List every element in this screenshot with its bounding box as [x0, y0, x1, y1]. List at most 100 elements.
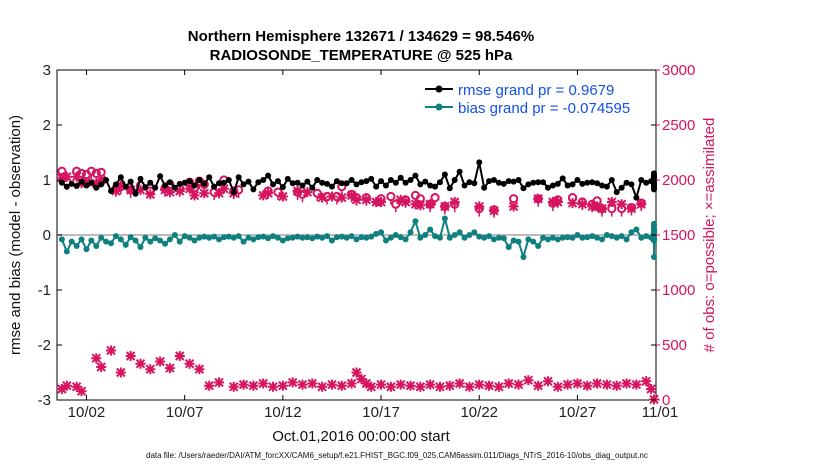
bias-series-point — [451, 232, 458, 238]
obs-sparse-marker — [174, 351, 185, 361]
rmse-series-point — [559, 175, 566, 182]
obs-sparse-marker — [336, 380, 347, 391]
rmse-series-point — [260, 177, 267, 183]
obs-assimilated-marker — [258, 190, 269, 201]
obs-sparse-marker — [268, 381, 279, 392]
bias-series-point — [608, 233, 615, 240]
rmse-series-point — [108, 188, 115, 194]
bias-series-point — [436, 234, 443, 241]
obs-sparse-marker — [184, 358, 195, 369]
bias-series-point — [530, 238, 537, 245]
y-right-tick-label: 500 — [662, 337, 687, 354]
rmse-series-point — [127, 178, 134, 185]
x-tick-label: 10/22 — [460, 404, 498, 421]
rmse-series-point — [147, 179, 154, 186]
bias-series-point — [651, 235, 657, 242]
obs-sparse-marker — [562, 379, 573, 390]
bias-series-point — [392, 232, 399, 238]
obs-sparse-marker — [493, 381, 504, 392]
bias-series-point — [152, 235, 159, 242]
bias-series-point — [515, 238, 522, 245]
rmse-series-point — [471, 180, 478, 187]
bias-series-point — [427, 226, 434, 233]
rmse-series-point — [176, 180, 183, 187]
rmse-series-point — [476, 159, 483, 166]
bias-series-point — [549, 234, 556, 241]
bias-series-point — [162, 240, 169, 247]
rmse-series-point — [230, 189, 237, 196]
bias-series-point — [176, 238, 183, 245]
y-tick-label: 1 — [43, 172, 51, 189]
obs-assimilated-marker — [91, 178, 102, 189]
bias-series-point — [117, 236, 124, 243]
rmse-series-point — [392, 179, 399, 186]
obs-sparse-marker — [395, 379, 406, 390]
obs-sparse-marker — [631, 379, 642, 390]
rmse-series-point — [191, 182, 198, 189]
bias-series-point — [651, 221, 657, 227]
y-right-tick-label: 1000 — [662, 282, 695, 299]
obs-sparse-marker — [96, 362, 107, 372]
rmse-series-point — [613, 189, 620, 196]
obs-assimilated-marker — [376, 197, 387, 207]
rmse-series-point — [132, 190, 139, 197]
obs-assimilated-marker — [636, 199, 647, 210]
y-tick-label: 3 — [43, 62, 51, 79]
bias-series-point — [363, 234, 370, 241]
obs-sparse-marker — [76, 386, 87, 397]
obs-sparse-marker — [106, 345, 117, 356]
rmse-series-point — [299, 182, 306, 189]
bias-series-point — [500, 235, 507, 242]
bias-series-point — [520, 254, 527, 260]
bias-series-point — [108, 240, 115, 247]
rmse-series-point — [594, 180, 601, 187]
obs-assimilated-marker — [184, 183, 195, 194]
x-axis-label: Oct.01,2016 00:00:00 start — [272, 428, 450, 445]
bias-series-point — [196, 234, 203, 241]
legend-bias-marker — [435, 103, 443, 111]
obs-assimilated-marker — [351, 194, 362, 205]
rmse-series-point — [328, 183, 335, 190]
rmse-series-point — [633, 194, 640, 201]
obs-assimilated-marker — [474, 201, 485, 212]
bias-series-point — [525, 236, 532, 243]
bias-series-point — [353, 236, 360, 243]
obs-assimilated-marker — [336, 192, 347, 203]
x-tick-label: 10/02 — [68, 404, 106, 421]
obs-assimilated-marker — [56, 172, 67, 183]
rmse-series-point — [638, 177, 645, 183]
bias-series-point — [304, 234, 311, 241]
rmse-series-point — [225, 177, 232, 183]
bias-series-point — [505, 244, 512, 251]
obs-sparse-marker — [649, 394, 659, 405]
bias-series-point — [559, 234, 566, 241]
rmse-series-point — [358, 179, 365, 186]
obs-sparse-marker — [228, 381, 239, 392]
legend-rmse-label: rmse grand pr = 0.9679 — [458, 82, 614, 99]
rmse-series-point — [407, 177, 414, 183]
y-tick-label: 0 — [43, 227, 51, 244]
bias-series-point — [83, 246, 90, 253]
obs-assimilated-marker — [508, 201, 519, 212]
bias-series-point — [324, 233, 331, 240]
bias-series-point — [407, 229, 414, 236]
obs-assimilated-marker — [577, 199, 588, 210]
obs-sparse-marker — [238, 379, 249, 390]
rmse-series-point — [486, 178, 493, 185]
x-tick-label: 10/17 — [362, 404, 400, 421]
bias-series-point — [373, 230, 380, 237]
rmse-series-point — [103, 177, 110, 183]
bias-series-point — [628, 229, 635, 236]
bias-series-point — [68, 238, 75, 245]
rmse-series-point — [368, 175, 375, 182]
obs-assimilated-marker — [292, 186, 303, 196]
legend-bias-label: bias grand pr = -0.074595 — [458, 100, 630, 117]
rmse-series-point — [304, 178, 311, 185]
rmse-series-point — [603, 183, 610, 190]
bias-series-point — [88, 237, 95, 244]
obs-sparse-marker — [484, 380, 495, 391]
rmse-series-point — [216, 180, 223, 187]
obs-assimilated-marker — [302, 187, 313, 198]
bias-series-point — [201, 233, 208, 240]
bias-series-point — [289, 234, 296, 241]
